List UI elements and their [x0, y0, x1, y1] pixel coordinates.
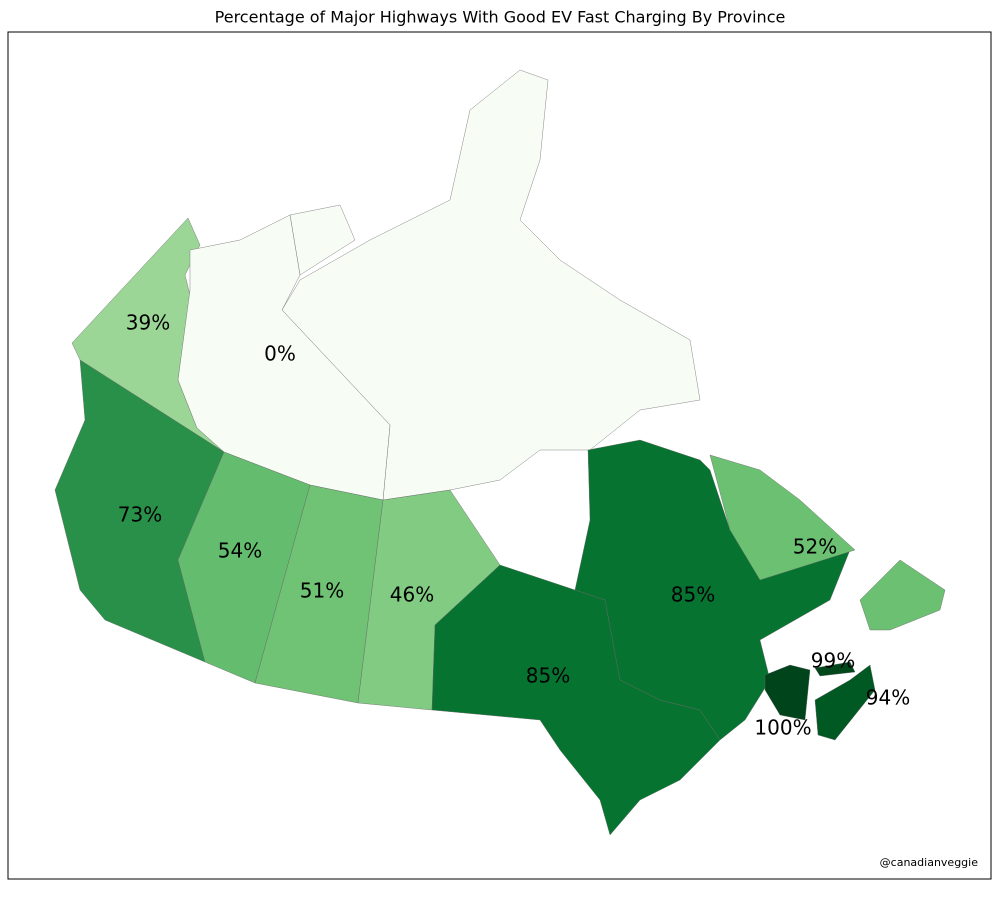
regions: 39% 0% 73% 54% 51% 46% 85% 85% 52% 99% 94% 100% — [54, 214, 946, 836]
value-label: 99% — [811, 649, 855, 673]
value-label: 39% — [126, 311, 170, 335]
region — [814, 664, 876, 741]
value-label: 100% — [754, 716, 811, 740]
value-label: 51% — [300, 579, 344, 603]
region — [709, 454, 946, 631]
value-label: 94% — [866, 686, 910, 710]
region — [764, 664, 811, 721]
value-label: 46% — [390, 583, 434, 607]
value-label: 73% — [118, 503, 162, 527]
region — [574, 439, 851, 741]
value-label: 52% — [793, 535, 837, 559]
value-label: 85% — [671, 583, 715, 607]
value-label: 0% — [264, 342, 296, 366]
frame — [7, 31, 992, 880]
region — [814, 661, 856, 677]
value-label: 85% — [526, 664, 570, 688]
map-title: Percentage of Major Highways With Good E… — [215, 8, 786, 27]
credit: @canadianveggie — [880, 856, 979, 869]
region — [177, 451, 311, 684]
value-label: 54% — [218, 539, 262, 563]
